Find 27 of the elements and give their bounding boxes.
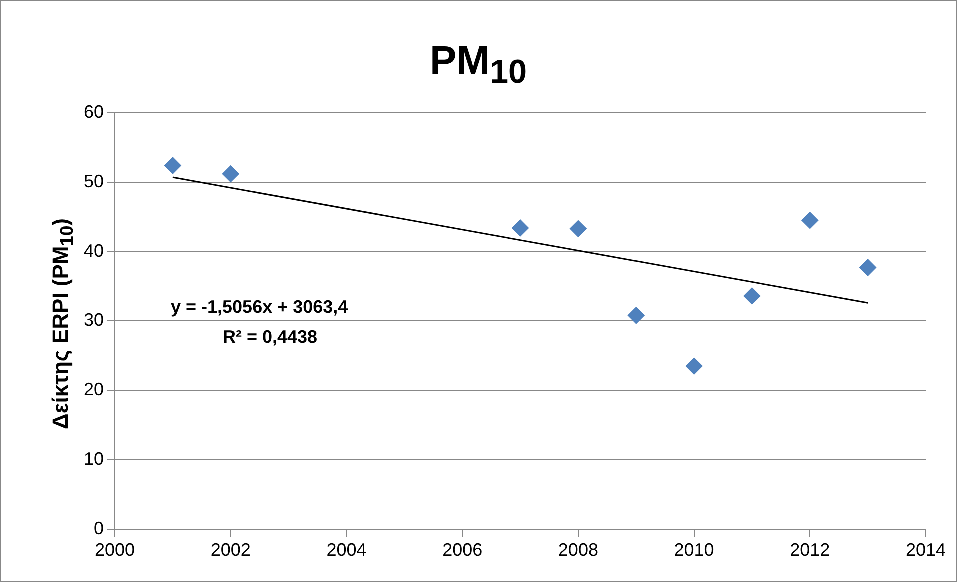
point — [222, 166, 240, 183]
x-tick-label: 2012 — [790, 540, 830, 560]
point — [744, 288, 761, 305]
annotation: y = -1,5056x + 3063,4 — [171, 297, 348, 318]
y-tick-label: 0 — [94, 518, 104, 538]
point — [628, 307, 645, 324]
point — [570, 220, 587, 238]
y-tick-label: 50 — [84, 171, 104, 192]
x-tick-label: 2000 — [95, 540, 136, 560]
y-tick-label: 10 — [84, 448, 104, 469]
point — [164, 157, 182, 174]
point — [802, 212, 819, 230]
x-tick-label: 2008 — [558, 540, 598, 560]
y-tick-label: 30 — [84, 310, 104, 330]
x-tick-label: 2010 — [674, 540, 714, 560]
point — [860, 259, 877, 276]
x-tick-label: 2006 — [442, 540, 483, 560]
y-tick-label: 20 — [84, 380, 104, 400]
y-tick-label: 60 — [84, 102, 104, 122]
annotation: R² = 0,4438 — [223, 327, 318, 348]
point — [686, 358, 703, 375]
x-tick-label: 2004 — [326, 540, 367, 560]
x-tick-label: 2014 — [906, 540, 946, 560]
y-tick-label: 40 — [84, 240, 104, 261]
chart-title: PM$_{10}$ — [428, 39, 528, 92]
point — [512, 220, 530, 237]
x-tick-label: 2002 — [210, 540, 251, 560]
